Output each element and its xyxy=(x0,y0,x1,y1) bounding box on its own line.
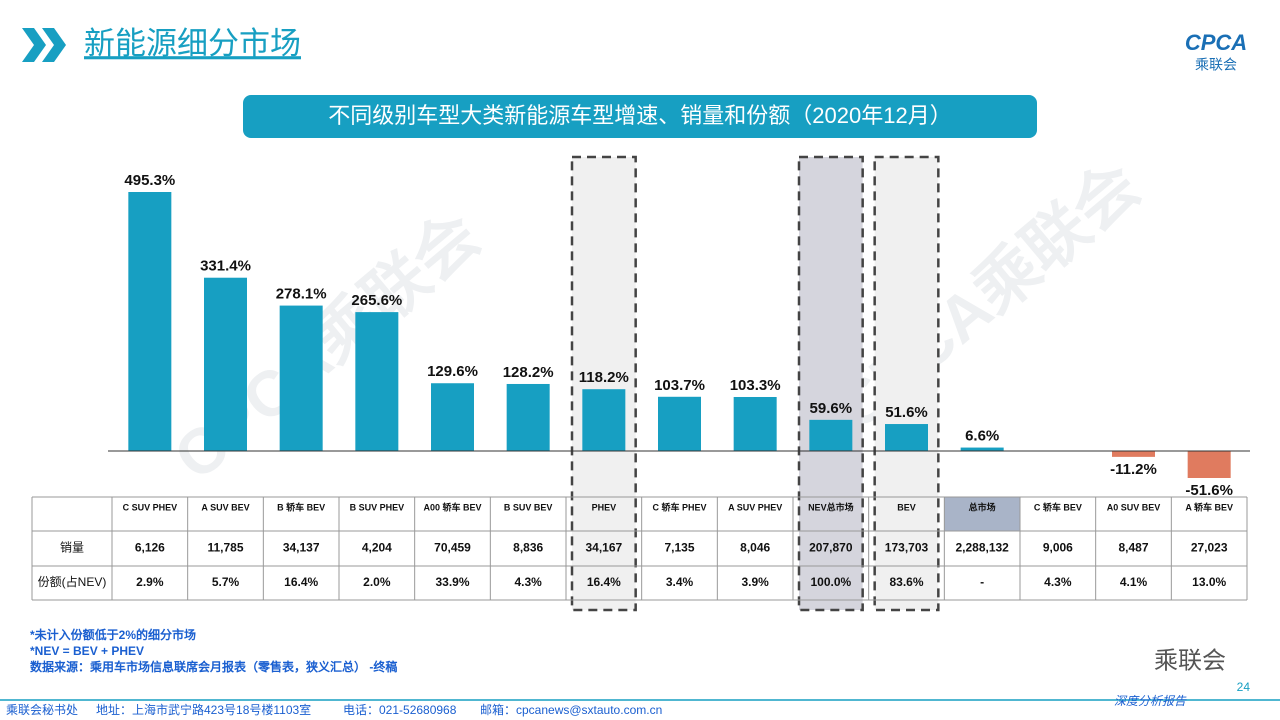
highlight-box xyxy=(570,155,637,612)
row-label: 份额(占NEV) xyxy=(38,574,107,589)
bar xyxy=(355,312,399,452)
column-header: B SUV PHEV xyxy=(350,502,405,512)
bar xyxy=(809,419,853,452)
footer-phone: 电话：021-52680968 xyxy=(343,703,457,717)
bar xyxy=(204,277,247,452)
table-cell: 11,785 xyxy=(207,541,243,555)
column-header: A 轿车 BEV xyxy=(1185,501,1233,512)
column-header: C SUV PHEV xyxy=(123,502,178,512)
table-cell: 100.0% xyxy=(810,575,851,589)
table-cell: 4,204 xyxy=(362,541,392,555)
table-cell: 83.6% xyxy=(889,575,923,589)
column-header: C 轿车 PHEV xyxy=(652,501,706,512)
footer-address: 地址：上海市武宁路423号18号楼1103室 xyxy=(96,702,311,717)
footnote: *NEV = BEV + PHEV xyxy=(30,644,144,658)
table-cell: 7,135 xyxy=(664,541,694,555)
table-cell: 70,459 xyxy=(434,541,471,555)
column-header: B 轿车 BEV xyxy=(277,501,325,512)
data-label: 6.6% xyxy=(965,428,999,445)
bar xyxy=(128,192,172,452)
highlight-box xyxy=(797,155,864,612)
table-cell: 4.3% xyxy=(514,575,542,589)
bar xyxy=(960,447,1004,452)
subtitle-box xyxy=(243,95,1037,138)
data-label: -51.6% xyxy=(1185,482,1233,499)
data-label: 128.2% xyxy=(503,364,554,381)
table-cell: 4.1% xyxy=(1120,575,1148,589)
column-header: NEV总市场 xyxy=(808,501,854,512)
bar xyxy=(1187,451,1231,478)
data-label: 331.4% xyxy=(200,258,251,275)
chart-title: 不同级别车型大类新能源车型增速、销量和份额（2020年12月） xyxy=(328,103,951,128)
column-header: B SUV BEV xyxy=(504,502,553,512)
data-label: 129.6% xyxy=(427,363,478,380)
page-number: 24 xyxy=(1237,680,1251,694)
bar xyxy=(279,305,323,452)
table-cell: 3.4% xyxy=(666,575,694,589)
chevron xyxy=(42,28,66,62)
bar xyxy=(506,383,550,452)
footer-email: 邮箱：cpcanews@sxtauto.com.cn xyxy=(480,702,662,717)
data-label: 265.6% xyxy=(351,292,402,309)
table-cell: 34,137 xyxy=(283,541,320,555)
bar xyxy=(733,396,777,452)
bar xyxy=(658,396,701,452)
table-cell: 3.9% xyxy=(741,575,769,589)
report-label: 深度分析报告 xyxy=(1114,694,1187,708)
logo: CPCA xyxy=(1185,30,1247,55)
table-cell: 2.0% xyxy=(363,575,391,589)
bar xyxy=(885,424,928,452)
data-label: 51.6% xyxy=(885,404,928,421)
footnote: 数据来源：乘用车市场信息联席会月报表（零售表，狭义汇总） -终稿 xyxy=(30,659,397,674)
table-cell: 173,703 xyxy=(885,541,929,555)
table-cell: 16.4% xyxy=(587,575,621,589)
table-cell: 2.9% xyxy=(136,575,164,589)
table-cell: 9,006 xyxy=(1043,541,1073,555)
column-header: A SUV PHEV xyxy=(728,502,782,512)
column-header: A0 SUV BEV xyxy=(1107,502,1161,512)
row-label: 销量 xyxy=(60,541,84,555)
bar xyxy=(1112,451,1155,457)
table-cell: 27,023 xyxy=(1191,541,1228,555)
table-cell: 8,836 xyxy=(513,541,543,555)
column-header: A00 轿车 BEV xyxy=(423,501,481,512)
page-title: 新能源细分市场 xyxy=(84,26,301,61)
column-header: BEV xyxy=(897,502,916,512)
data-label: -11.2% xyxy=(1110,461,1157,478)
table-cell: 16.4% xyxy=(284,575,318,589)
column-header: 总市场 xyxy=(969,501,996,512)
data-label: 495.3% xyxy=(124,172,175,189)
table-cell: 13.0% xyxy=(1192,575,1226,589)
wechat: 乘联会 xyxy=(1154,647,1226,674)
data-label: 103.3% xyxy=(730,377,781,394)
chevron xyxy=(22,28,46,62)
table-cell: 5.7% xyxy=(212,575,240,589)
data-label: 118.2% xyxy=(579,369,629,386)
data-label: 278.1% xyxy=(276,286,327,303)
table-cell: 207,870 xyxy=(809,541,853,555)
bar xyxy=(582,389,626,452)
bar xyxy=(431,383,474,452)
table-cell: 2,288,132 xyxy=(955,541,1009,555)
table-cell: - xyxy=(980,575,984,589)
watermark: CPCA乘联会 xyxy=(821,149,1153,444)
footnote: *未计入份额低于2%的细分市场 xyxy=(30,627,196,642)
table-cell: 33.9% xyxy=(435,575,469,589)
header-cell-highlight xyxy=(944,497,1020,531)
data-label: 59.6% xyxy=(810,400,853,417)
highlight-box xyxy=(873,155,940,612)
data-label: 103.7% xyxy=(654,377,705,394)
table-cell: 4.3% xyxy=(1044,575,1072,589)
table-cell: 8,487 xyxy=(1118,541,1148,555)
table-cell: 34,167 xyxy=(585,541,622,555)
footer-org: 乘联会秘书处 xyxy=(6,703,78,717)
table-cell: 8,046 xyxy=(740,541,770,555)
table-cell: 6,126 xyxy=(135,541,165,555)
logo-sub: 乘联会 xyxy=(1195,57,1237,73)
column-header: A SUV BEV xyxy=(201,502,249,512)
column-header: PHEV xyxy=(592,502,617,512)
column-header: C 轿车 BEV xyxy=(1034,501,1082,512)
